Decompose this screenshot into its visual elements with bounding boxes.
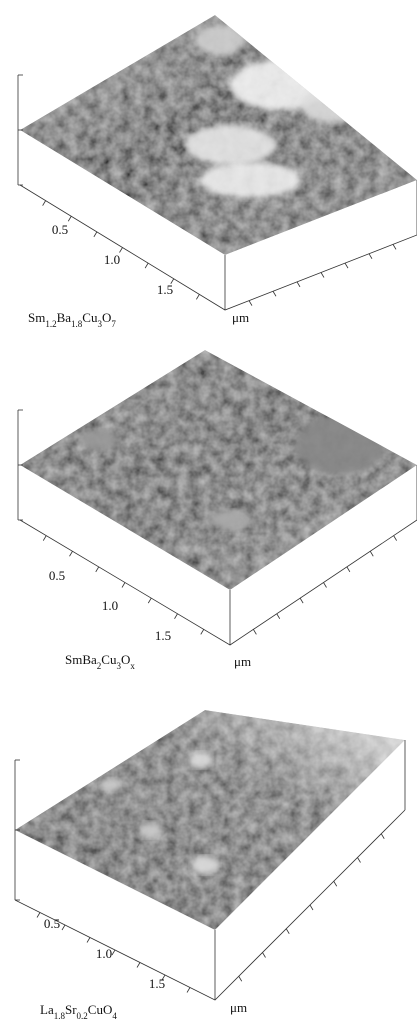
afm-panel: 0.5 1.0 1.5 μm La1.8Sr0.2CuO4 bbox=[15, 710, 405, 1021]
surface-feature bbox=[210, 510, 250, 530]
surface-feature bbox=[300, 87, 360, 123]
surface-feature bbox=[195, 25, 245, 55]
surface-feature bbox=[295, 415, 385, 475]
surface-feature bbox=[185, 125, 275, 165]
label-subscript: 7 bbox=[111, 319, 116, 329]
surface-feature bbox=[188, 752, 212, 768]
x-tick bbox=[148, 598, 151, 603]
label-text: Cu bbox=[101, 652, 117, 667]
surface-feature bbox=[191, 856, 219, 874]
y-tick bbox=[297, 282, 300, 287]
y-tick bbox=[300, 598, 303, 603]
afm-surface bbox=[15, 710, 405, 930]
label-text: La bbox=[40, 1002, 54, 1017]
label-text: SmBa bbox=[65, 652, 97, 667]
y-tick bbox=[345, 263, 348, 268]
unit-label: μm bbox=[230, 1000, 247, 1015]
x-tick bbox=[96, 567, 99, 572]
tick-label: 1.0 bbox=[96, 946, 112, 961]
afm-surface bbox=[20, 15, 417, 255]
x-tick bbox=[37, 913, 40, 918]
afm-surface bbox=[20, 350, 417, 590]
x-tick bbox=[87, 938, 90, 943]
label-subscript: 1.8 bbox=[71, 319, 83, 329]
afm-figure: 0.51.01.5μmSm1.2Ba1.8Cu3O70.51.01.5μmSmB… bbox=[0, 0, 417, 1021]
surface-feature bbox=[100, 778, 120, 792]
surface-feature bbox=[88, 891, 112, 905]
y-tick bbox=[277, 614, 280, 619]
tick-label: 1.5 bbox=[155, 628, 171, 643]
x-tick bbox=[112, 950, 115, 955]
tick-label: 1.5 bbox=[157, 282, 173, 297]
y-tick bbox=[347, 567, 350, 572]
x-tick bbox=[62, 925, 65, 930]
tick-label: 0.5 bbox=[49, 568, 65, 583]
y-tick bbox=[249, 301, 252, 306]
unit-label: μm bbox=[232, 310, 249, 325]
label-text: Sr bbox=[65, 1002, 77, 1017]
label-subscript: 0.2 bbox=[77, 1011, 88, 1021]
label-subscript: 1.8 bbox=[54, 1011, 66, 1021]
y-tick bbox=[369, 254, 372, 259]
x-tick bbox=[175, 614, 178, 619]
y-tick bbox=[370, 551, 373, 556]
label-text: Cu bbox=[82, 310, 98, 325]
label-subscript: x bbox=[130, 661, 135, 671]
x-tick bbox=[145, 263, 148, 268]
label-subscript: 4 bbox=[112, 1011, 117, 1021]
label-subscript: 1.2 bbox=[45, 319, 56, 329]
tick-label: 0.5 bbox=[52, 222, 68, 237]
y-tick bbox=[381, 834, 384, 839]
sample-label: SmBa2Cu3Ox bbox=[65, 652, 135, 671]
y-tick bbox=[286, 929, 289, 934]
label-text: CuO bbox=[88, 1002, 113, 1017]
label-text: Sm bbox=[28, 310, 45, 325]
label-text: O bbox=[102, 310, 111, 325]
surface-base bbox=[15, 710, 405, 930]
x-tick bbox=[137, 963, 140, 968]
surface-feature bbox=[200, 162, 300, 198]
x-tick bbox=[68, 216, 71, 221]
y-tick bbox=[310, 905, 313, 910]
x-tick bbox=[43, 536, 46, 541]
label-text: Ba bbox=[57, 310, 72, 325]
x-tick bbox=[187, 988, 190, 993]
x-tick bbox=[70, 551, 73, 556]
tick-label: 1.0 bbox=[102, 598, 118, 613]
x-tick bbox=[196, 294, 199, 299]
afm-panel: 0.5 1.0 1.5 μm SmBa2Cu3Ox bbox=[18, 350, 417, 671]
x-tick bbox=[122, 583, 125, 588]
y-tick bbox=[324, 583, 327, 588]
y-tick bbox=[394, 536, 397, 541]
y-tick bbox=[321, 273, 324, 278]
y-tick bbox=[334, 881, 337, 886]
x-tick bbox=[43, 201, 46, 206]
y-tick bbox=[253, 629, 256, 634]
tick-label: 0.5 bbox=[44, 916, 60, 931]
surface-feature bbox=[80, 430, 120, 450]
y-tick bbox=[393, 244, 396, 249]
x-tick bbox=[201, 629, 204, 634]
x-tick bbox=[94, 232, 97, 237]
label-text: O bbox=[121, 652, 130, 667]
sample-label: La1.8Sr0.2CuO4 bbox=[40, 1002, 117, 1021]
sample-label: Sm1.2Ba1.8Cu3O7 bbox=[28, 310, 116, 329]
y-tick bbox=[263, 953, 266, 958]
afm-panel: 0.5 1.0 1.5 μm Sm1.2Ba1.8Cu3O7 bbox=[18, 15, 417, 329]
surface-feature bbox=[138, 822, 162, 838]
y-tick bbox=[358, 858, 361, 863]
y-tick bbox=[239, 976, 242, 981]
unit-label: μm bbox=[234, 654, 251, 669]
y-tick bbox=[273, 291, 276, 296]
tick-label: 1.0 bbox=[104, 252, 120, 267]
tick-label: 1.5 bbox=[149, 976, 165, 991]
